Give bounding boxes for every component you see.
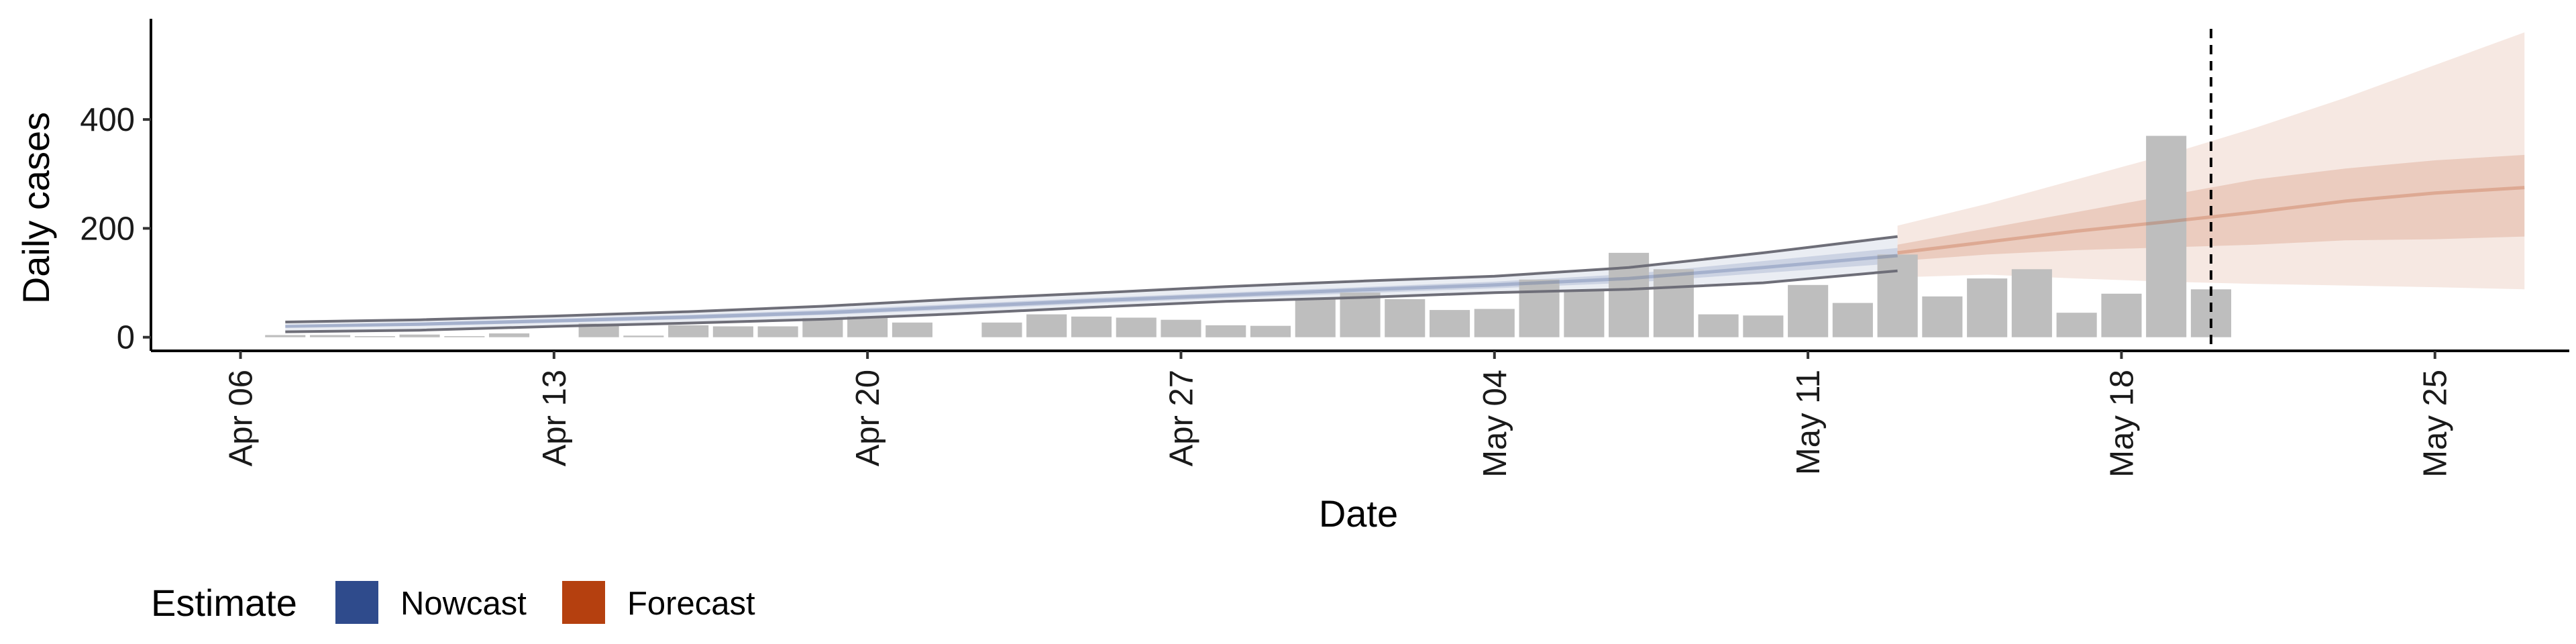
- bar: [1743, 315, 1784, 337]
- axes: 0 200 400 Apr 06 Apr 13 Apr 20 Apr 27 May 04 May…: [80, 19, 2569, 478]
- bar: [1250, 325, 1291, 337]
- nowcast-lower-line: [285, 269, 1898, 333]
- bar: [1967, 278, 2008, 337]
- x-tick-label: May 18: [2104, 370, 2140, 478]
- bar: [1430, 310, 1470, 337]
- x-tick-label: May 25: [2418, 370, 2454, 478]
- legend-swatch-forecast: [562, 581, 605, 624]
- bar: [1877, 254, 1918, 337]
- x-tick-label: Apr 13: [537, 370, 573, 466]
- legend: Estimate Nowcast Forecast: [151, 581, 755, 624]
- bar: [1832, 303, 1873, 337]
- bar: [1295, 299, 1336, 337]
- bar: [847, 316, 888, 337]
- bar: [1071, 316, 1112, 337]
- bar: [981, 322, 1022, 337]
- y-tick-label: 0: [117, 320, 135, 356]
- legend-swatch-nowcast: [335, 581, 378, 624]
- x-tick-label: May 11: [1790, 370, 1827, 475]
- bar: [2190, 289, 2231, 337]
- y-tick-label: 200: [80, 211, 135, 247]
- bar: [2146, 136, 2187, 337]
- bar: [1922, 296, 1963, 337]
- bar: [2011, 269, 2052, 337]
- nowcast-upper-line: [285, 235, 1898, 323]
- nowcast-median-line: [285, 254, 1898, 328]
- x-tick-label: Apr 27: [1164, 370, 1200, 466]
- bar: [757, 326, 798, 337]
- bar: [2101, 293, 2142, 337]
- bar: [1116, 317, 1157, 337]
- bar: [892, 322, 932, 337]
- bar: [265, 335, 306, 337]
- bar: [1698, 314, 1739, 337]
- x-tick-label: Apr 20: [850, 370, 886, 466]
- bar: [1564, 290, 1605, 337]
- bar: [668, 325, 709, 337]
- legend-label-nowcast: Nowcast: [400, 586, 527, 622]
- bar: [1474, 309, 1515, 337]
- bar: [1788, 284, 1829, 337]
- bar: [444, 336, 485, 337]
- bar: [1340, 292, 1381, 337]
- bar: [310, 335, 351, 337]
- x-axis-title: Date: [1319, 492, 1398, 535]
- bar: [1385, 299, 1426, 337]
- bar: [1205, 325, 1246, 337]
- estimate-lines: [285, 186, 2525, 333]
- bar: [1026, 314, 1067, 337]
- bar: [623, 335, 664, 337]
- y-tick-label: 400: [80, 102, 135, 138]
- forecast-median-line: [1897, 186, 2525, 255]
- bar: [489, 333, 530, 337]
- nowcast-outer-band: [285, 236, 1898, 332]
- bar: [1653, 269, 1694, 337]
- bar: [712, 326, 753, 337]
- bar: [399, 334, 440, 337]
- x-tick-label: May 04: [1477, 370, 1513, 478]
- bar: [802, 318, 843, 337]
- y-axis-title: Daily cases: [15, 112, 57, 304]
- bar: [578, 323, 619, 337]
- bar: [1161, 319, 1201, 337]
- legend-title: Estimate: [151, 582, 297, 624]
- legend-label-forecast: Forecast: [627, 586, 755, 622]
- x-tick-label: Apr 06: [223, 370, 260, 466]
- bar: [354, 336, 395, 337]
- bar: [2056, 313, 2097, 337]
- bar: [1519, 279, 1560, 337]
